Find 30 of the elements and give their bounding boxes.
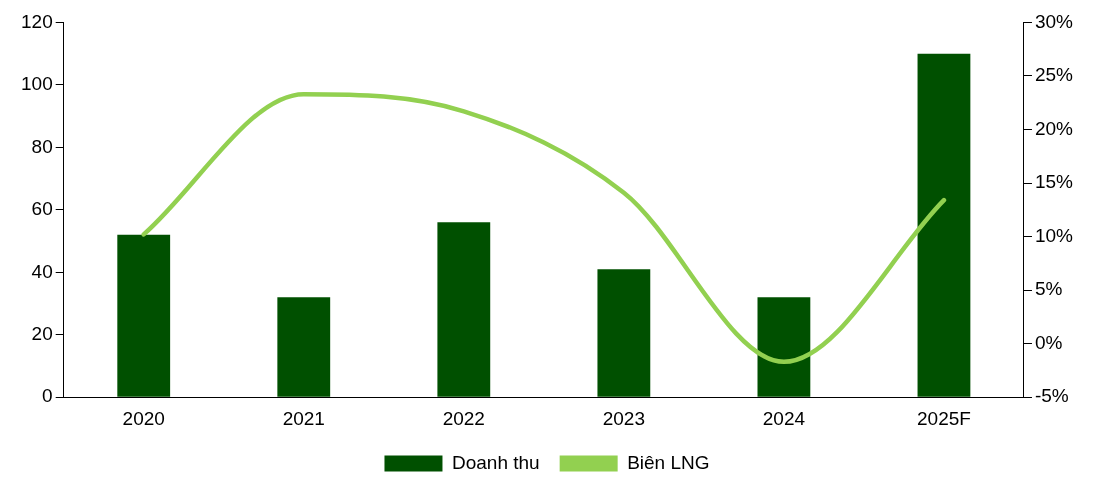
y2-tick-label: 20% xyxy=(1034,117,1074,139)
x-tick-label: 2025F xyxy=(917,407,971,429)
y2-tick-label: 30% xyxy=(1034,10,1074,32)
bar xyxy=(277,297,331,397)
x-tick-label: 2022 xyxy=(442,407,485,429)
x-tick-label: 2021 xyxy=(282,407,325,429)
bar xyxy=(757,297,811,397)
x-tick-label: 2020 xyxy=(122,407,165,429)
y-tick-label: 60 xyxy=(31,198,53,220)
y-tick-label: 120 xyxy=(21,10,53,32)
y-tick-label: 40 xyxy=(31,260,53,282)
y2-tick-label: 10% xyxy=(1034,224,1074,246)
y2-tick-label: 5% xyxy=(1034,278,1063,300)
x-tick-label: 2024 xyxy=(762,407,806,429)
legend-label: Doanh thu xyxy=(451,451,540,473)
x-tick-label: 2023 xyxy=(602,407,645,429)
bar xyxy=(437,222,491,397)
bar xyxy=(117,234,171,397)
y2-tick-label: 0% xyxy=(1034,331,1063,353)
y2-tick-label: -5% xyxy=(1034,385,1069,407)
y-tick-label: 20 xyxy=(31,322,53,344)
bar xyxy=(597,269,651,397)
y-tick-label: 0 xyxy=(42,385,53,407)
y-tick-label: 100 xyxy=(21,73,53,95)
line-series xyxy=(141,91,947,365)
bar xyxy=(917,53,971,397)
y2-tick-label: 25% xyxy=(1034,64,1074,86)
y2-tick-label: 15% xyxy=(1034,171,1074,193)
y-tick-label: 80 xyxy=(31,135,53,157)
legend-label: Biên LNG xyxy=(627,451,710,473)
